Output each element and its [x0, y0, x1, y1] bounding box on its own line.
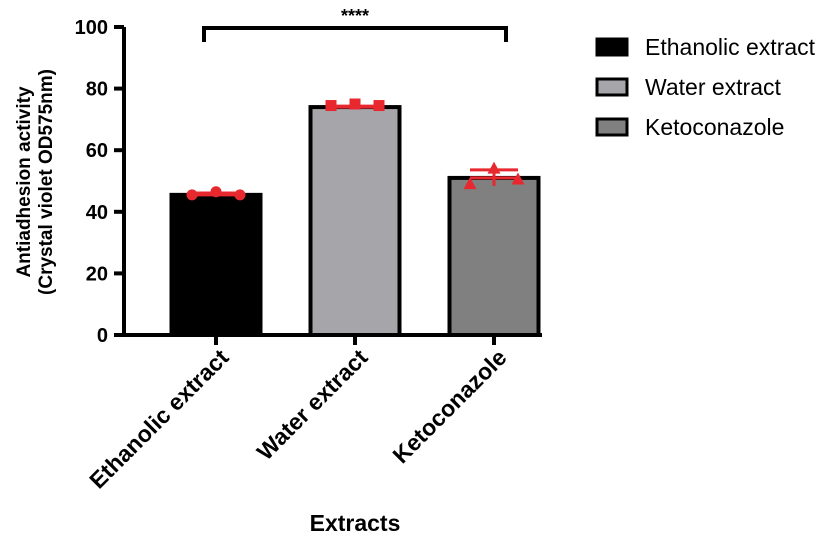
legend-label: Ketoconazole: [645, 114, 784, 140]
data-points: [186, 98, 525, 201]
data-point: [373, 100, 385, 112]
legend-swatch: [595, 77, 629, 97]
x-ticks: Ethanolic extract Water extract Ketoconazo…: [84, 335, 512, 494]
bar-ketoconazole: [447, 175, 541, 337]
y-axis-title-line-1: Antiadhesion activity: [14, 86, 35, 278]
data-point: [325, 100, 337, 112]
x-tick-label: Ketoconazole: [387, 344, 511, 468]
axes: [122, 27, 542, 337]
data-point: [349, 98, 361, 110]
legend-label: Ethanolic extract: [645, 34, 816, 60]
y-tick-label: 0: [97, 325, 108, 347]
significance-line: [202, 26, 508, 42]
bar-water-extract: [308, 105, 402, 337]
data-point: [234, 189, 246, 201]
legend: Ethanolic extract Water extract Ketoconazo…: [595, 34, 816, 140]
bars: [169, 105, 541, 337]
legend-label: Water extract: [645, 74, 782, 100]
x-axis-title: Extracts: [310, 510, 401, 536]
data-point: [186, 189, 198, 201]
legend-swatch: [595, 117, 629, 137]
y-axis-title-line-2: (Crystal violet OD575nm): [36, 69, 57, 295]
bar-ethanolic-extract: [169, 192, 263, 337]
data-point: [210, 186, 222, 198]
x-tick-label: Ethanolic extract: [84, 344, 234, 494]
y-tick-label: 60: [86, 140, 108, 162]
data-point: [463, 177, 477, 190]
y-axis-title: Antiadhesion activity (Crystal violet OD…: [14, 69, 57, 295]
y-tick-label: 80: [86, 79, 108, 101]
x-tick-label: Water extract: [252, 344, 373, 465]
significance-bracket: ****: [202, 6, 508, 42]
legend-swatch: [595, 37, 629, 57]
y-tick-label: 40: [86, 202, 108, 224]
significance-label: ****: [341, 6, 369, 26]
y-tick-label: 100: [75, 17, 108, 39]
y-ticks: 0 20 40 60 80 100: [75, 17, 124, 347]
data-point: [487, 161, 501, 174]
y-tick-label: 20: [86, 263, 108, 285]
data-point: [511, 172, 525, 185]
